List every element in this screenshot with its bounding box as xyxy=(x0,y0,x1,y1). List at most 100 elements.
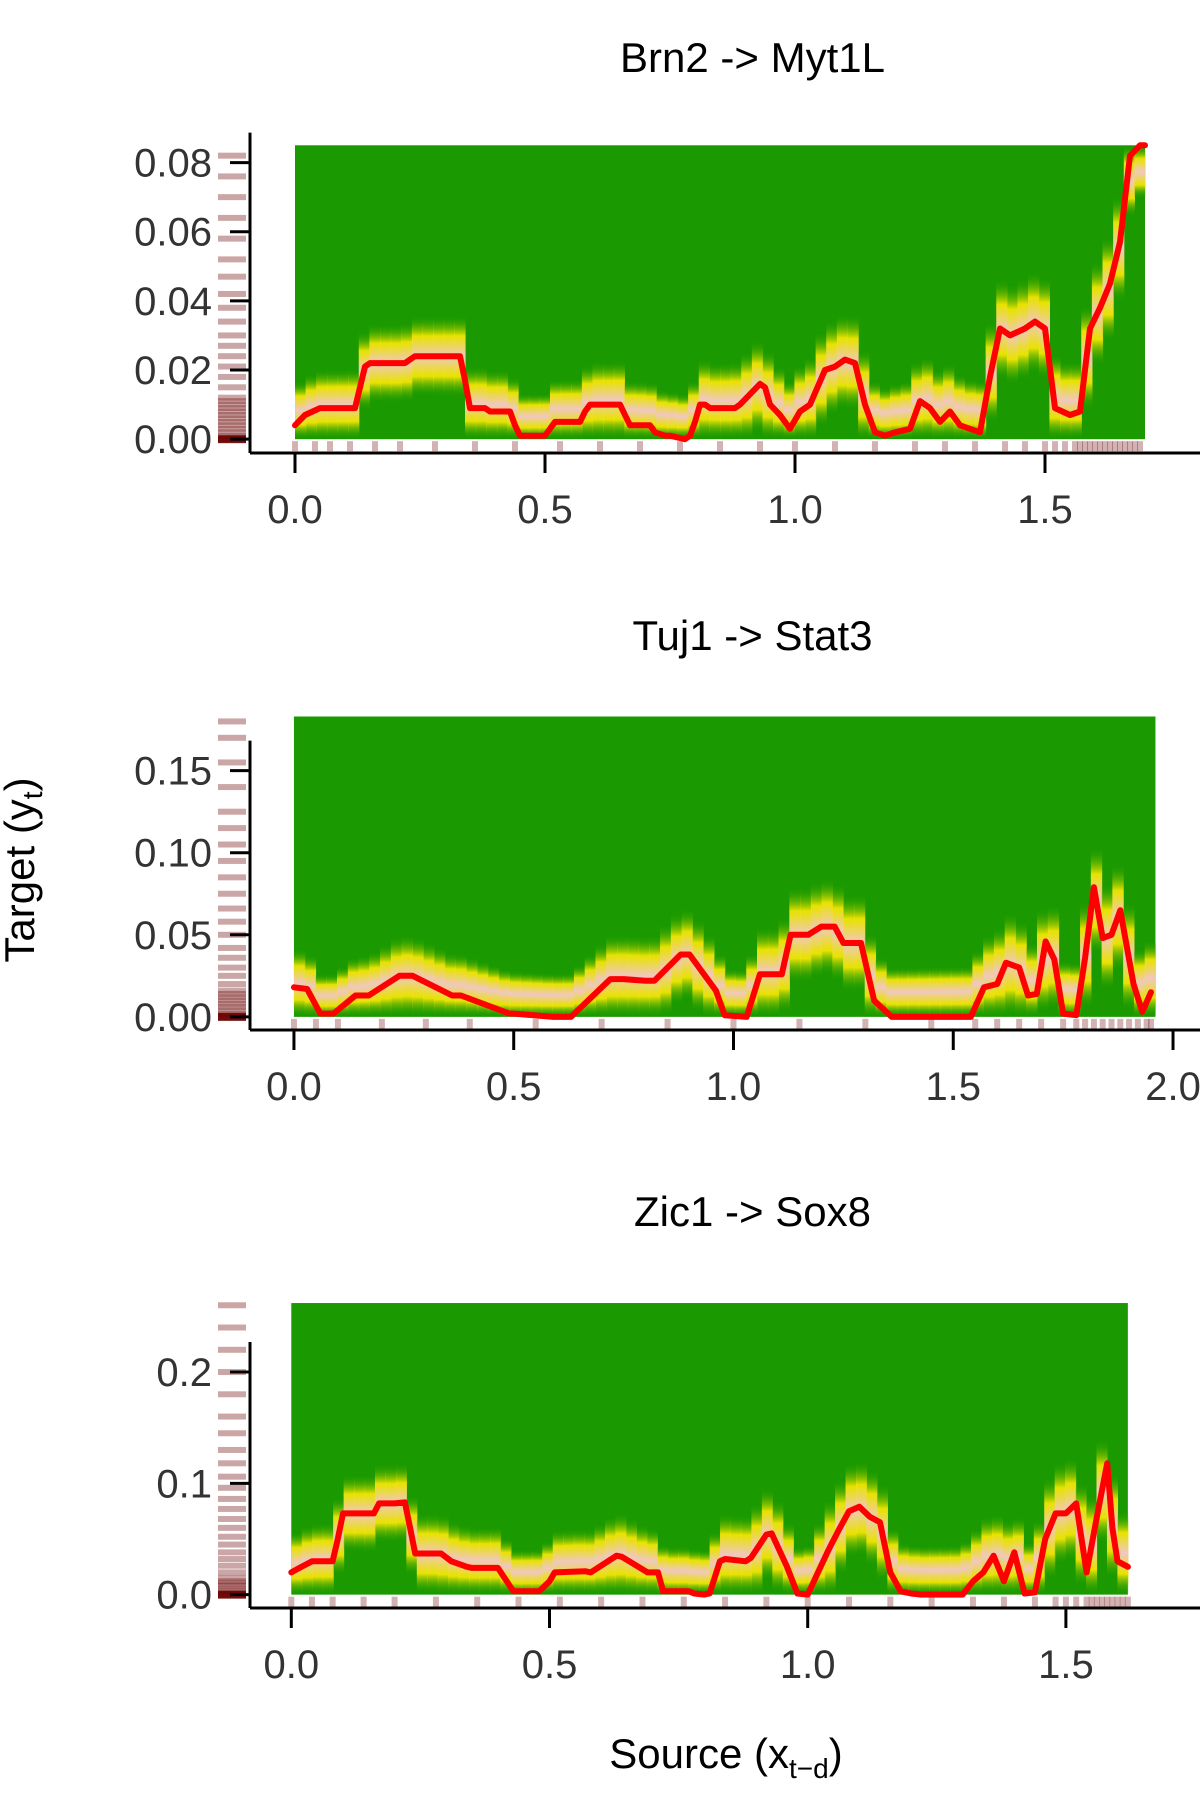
x-rug-mark xyxy=(1117,441,1123,452)
heatmap-cell xyxy=(991,1514,1003,1595)
heatmap-cell xyxy=(783,380,795,440)
heatmap-cell xyxy=(316,369,328,440)
heatmap-cell xyxy=(326,369,339,440)
heatmap-cell xyxy=(489,1526,502,1595)
x-rug-mark xyxy=(598,1596,605,1607)
y-rug-mark xyxy=(218,1505,246,1512)
x-rug-mark xyxy=(664,1018,671,1029)
y-rug-mark xyxy=(218,1346,246,1353)
x-rug-mark xyxy=(347,441,353,452)
y-rug-mark xyxy=(218,1391,246,1398)
heatmap-cell xyxy=(500,1538,512,1595)
x-tick-label: 1.0 xyxy=(780,1643,836,1687)
x-rug-mark xyxy=(1093,1596,1100,1607)
y-rug-mark xyxy=(218,972,246,979)
x-rug-mark xyxy=(1127,441,1133,452)
heatmap-cell xyxy=(657,1544,669,1595)
heatmap-cell xyxy=(550,379,562,440)
x-rug-mark xyxy=(1124,1596,1131,1607)
y-rug-mark xyxy=(218,1541,246,1548)
x-rug-mark xyxy=(432,441,438,452)
heatmap-cell xyxy=(560,379,572,440)
y-rug-mark xyxy=(218,256,246,263)
heatmap-cell xyxy=(635,381,647,440)
heatmap-cell xyxy=(972,950,984,1017)
heatmap-cell xyxy=(380,944,392,1017)
y-rug-mark xyxy=(218,273,246,280)
heatmap-cell xyxy=(581,365,594,440)
heatmap-cell xyxy=(1069,962,1081,1017)
heatmap-cell xyxy=(305,373,317,440)
heatmap-cell xyxy=(911,361,923,440)
y-rug-mark xyxy=(218,405,246,412)
x-rug-mark xyxy=(942,441,948,452)
y-rug-mark xyxy=(218,990,246,997)
x-tick-label: 1.5 xyxy=(1038,1643,1094,1687)
expectation-curve xyxy=(288,1460,1131,1598)
heatmap-cell xyxy=(326,973,338,1017)
heatmap-cell xyxy=(613,360,625,440)
heatmap-cell xyxy=(656,390,668,440)
y-rug-mark xyxy=(218,981,246,988)
x-tick-label: 2.0 xyxy=(1145,1065,1200,1109)
y-rug-mark xyxy=(218,401,246,408)
heatmap-cell xyxy=(720,362,732,440)
heatmap-cell xyxy=(964,378,976,440)
x-rug-mark xyxy=(1099,1018,1106,1029)
x-rug-mark xyxy=(360,1596,367,1607)
y-tick-label: 0.1 xyxy=(156,1462,212,1506)
y-rug-mark xyxy=(218,1582,246,1589)
heatmap-cell xyxy=(1026,943,1038,1017)
heatmap-cell xyxy=(868,381,880,440)
y-rug-mark xyxy=(218,1413,246,1420)
y-rug xyxy=(218,718,246,1021)
y-tick-label: 0.06 xyxy=(134,211,212,255)
y-rug-mark xyxy=(218,173,246,180)
x-tick-label: 0.0 xyxy=(267,488,323,532)
heatmap-cell xyxy=(939,1545,951,1595)
heatmap-cell xyxy=(448,1521,460,1595)
y-rug-mark xyxy=(218,1574,246,1581)
heatmap-cell xyxy=(458,1524,470,1595)
x-rug-mark xyxy=(334,1018,341,1029)
y-rug-mark xyxy=(218,214,246,221)
x-rug-mark xyxy=(288,1596,295,1607)
heatmap-cell xyxy=(520,971,532,1017)
y-rug-mark xyxy=(218,994,246,1001)
y-rug-mark xyxy=(218,1533,246,1540)
heatmap-cell xyxy=(528,393,540,440)
x-rug-mark xyxy=(1077,441,1083,452)
x-rug-mark xyxy=(846,1596,853,1607)
heatmap-cell xyxy=(794,365,806,440)
x-rug-mark xyxy=(1102,441,1108,452)
heatmap-cell xyxy=(1060,361,1072,440)
x-rug-mark xyxy=(312,1018,319,1029)
x-rug-mark xyxy=(1087,441,1093,452)
y-rug-mark xyxy=(218,429,246,436)
heatmap-cell xyxy=(507,377,519,440)
x-rug-mark xyxy=(290,1018,297,1029)
heatmap-cell xyxy=(510,1549,522,1595)
heatmap-cell xyxy=(1134,145,1146,199)
heatmap-cell xyxy=(552,973,564,1017)
heatmap-cell xyxy=(584,954,597,1017)
heatmap-cell xyxy=(773,366,785,440)
y-rug-mark xyxy=(218,318,246,325)
heatmap-cell xyxy=(886,967,898,1017)
y-tick-label: 0.04 xyxy=(134,280,212,324)
heatmap-cell xyxy=(907,967,920,1017)
heatmap-cell xyxy=(1002,1520,1014,1595)
heatmap-cell xyxy=(983,935,995,1017)
x-tick-label: 1.0 xyxy=(706,1065,762,1109)
heatmap-cell xyxy=(627,934,640,1017)
shared-xlabel: Source (xt−d) xyxy=(609,1730,842,1784)
y-rug-mark xyxy=(218,373,246,380)
x-rug-mark xyxy=(928,1596,935,1607)
x-rug-mark xyxy=(1016,1018,1023,1029)
heatmap-cell xyxy=(541,972,553,1017)
heatmap-cell xyxy=(625,1518,637,1595)
x-rug-mark xyxy=(1114,1596,1121,1607)
y-rug-mark xyxy=(218,1495,246,1502)
heatmap-cell xyxy=(646,1528,658,1595)
heatmap-cell xyxy=(929,966,941,1017)
